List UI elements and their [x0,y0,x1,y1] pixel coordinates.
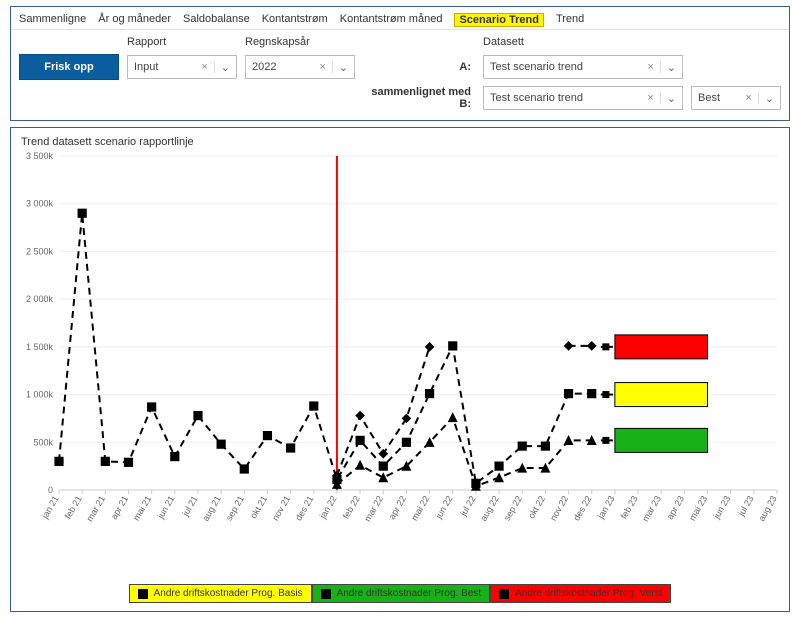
svg-text:mai 22: mai 22 [409,494,431,522]
svg-text:jun 22: jun 22 [433,494,454,521]
rapport-label: Rapport [127,36,237,48]
dataset-b-option-select[interactable]: Best × ⌄ [691,86,781,110]
tab-trend[interactable]: Trend [556,13,584,27]
svg-text:2 000k: 2 000k [26,294,54,304]
svg-text:apr 21: apr 21 [109,494,130,521]
svg-text:des 21: des 21 [293,494,315,522]
refresh-button[interactable]: Frisk opp [19,54,119,80]
svg-text:feb 21: feb 21 [63,494,84,521]
chart-area: 0 500k 1 000k 1 500k 2 000k 2 500k 3 000k 3 500… [11,150,789,580]
svg-text:jan 22: jan 22 [317,494,338,521]
svg-text:jun 21: jun 21 [155,494,176,521]
svg-text:aug 22: aug 22 [478,494,500,523]
svg-text:mar 22: mar 22 [362,494,385,523]
regnskapsar-label: Regnskapsår [245,36,355,48]
clear-icon[interactable]: × [195,61,214,73]
chevron-down-icon[interactable]: ⌄ [661,92,682,105]
svg-text:okt 21: okt 21 [248,494,269,520]
legend-item[interactable]: Andre driftskostnader Prog. Verst [490,584,671,603]
dataset-a-value: Test scenario trend [484,61,641,73]
dataset-b-value: Test scenario trend [484,92,641,104]
svg-text:jul 23: jul 23 [736,494,756,518]
dataset-b-select[interactable]: Test scenario trend × ⌄ [483,86,683,110]
svg-text:apr 23: apr 23 [665,494,686,521]
chevron-down-icon[interactable]: ⌄ [759,92,780,105]
svg-text:des 22: des 22 [571,494,593,522]
rapport-value: Input [128,61,195,73]
chart-title: Trend datasett scenario rapportlinje [11,128,789,150]
chevron-down-icon[interactable]: ⌄ [661,61,682,74]
rapport-select[interactable]: Input × ⌄ [127,55,237,79]
trend-chart: 0 500k 1 000k 1 500k 2 000k 2 500k 3 000k 3 500… [11,150,787,530]
svg-text:apr 22: apr 22 [387,494,408,521]
dataset-a-select[interactable]: Test scenario trend × ⌄ [483,55,683,79]
chart-panel: Trend datasett scenario rapportlinje 0 50… [10,127,790,612]
legend-label: Andre driftskostnader Prog. Basis [154,588,303,599]
legend-marker-icon [138,589,148,599]
svg-text:1 000k: 1 000k [26,390,54,400]
svg-text:nov 21: nov 21 [270,494,292,522]
chevron-down-icon[interactable]: ⌄ [333,61,354,74]
svg-text:mar 21: mar 21 [84,494,107,523]
svg-text:mai 23: mai 23 [687,494,709,522]
dataset-a-label: A: [363,61,475,73]
svg-text:sep 22: sep 22 [502,494,524,522]
svg-text:1 500k: 1 500k [26,342,54,352]
dataset-b-option-value: Best [692,92,739,104]
clear-icon[interactable]: × [641,92,660,104]
clear-icon[interactable]: × [739,92,758,104]
legend-marker-icon [499,589,509,599]
svg-text:okt 22: okt 22 [526,494,547,520]
svg-text:feb 23: feb 23 [619,494,640,521]
legend-label: Andre driftskostnader Prog. Best [337,588,482,599]
svg-text:mai 21: mai 21 [131,494,153,522]
chevron-down-icon[interactable]: ⌄ [215,61,236,74]
svg-text:aug 21: aug 21 [200,494,222,523]
svg-text:jul 22: jul 22 [458,494,478,518]
svg-text:jan 21: jan 21 [39,494,60,521]
svg-text:2 500k: 2 500k [26,246,54,256]
tab-år-og-måneder[interactable]: År og måneder [98,13,171,27]
legend-label: Andre driftskostnader Prog. Verst [515,588,662,599]
svg-text:500k: 500k [33,437,53,447]
svg-text:jan 23: jan 23 [595,494,616,521]
chart-legend: Andre driftskostnader Prog. Basis Andre d… [11,580,789,611]
svg-text:feb 22: feb 22 [341,494,362,521]
svg-text:3 000k: 3 000k [26,199,54,209]
svg-text:mar 23: mar 23 [640,494,663,523]
regnskapsar-select[interactable]: 2022 × ⌄ [245,55,355,79]
controls-panel: Sammenligne År og måneder Saldobalanse Kont… [10,6,790,121]
svg-text:nov 22: nov 22 [548,494,570,522]
dataset-b-label: sammenlignet med B: [363,86,475,110]
svg-text:jul 21: jul 21 [180,494,200,518]
datasett-label: Datasett [483,36,683,48]
tab-saldobalanse[interactable]: Saldobalanse [183,13,250,27]
controls-grid: Rapport Regnskapsår Datasett Frisk opp I… [11,30,789,120]
regnskapsar-value: 2022 [246,61,313,73]
svg-text:sep 21: sep 21 [224,494,246,522]
clear-icon[interactable]: × [313,61,332,73]
tab-scenario-trend[interactable]: Scenario Trend [454,13,543,27]
svg-text:jun 23: jun 23 [711,494,732,521]
legend-marker-icon [321,589,331,599]
clear-icon[interactable]: × [641,61,660,73]
tab-kontantstrøm-måned[interactable]: Kontantstrøm måned [340,13,443,27]
legend-item[interactable]: Andre driftskostnader Prog. Best [312,584,491,603]
tabs-bar: Sammenligne År og måneder Saldobalanse Kont… [11,7,789,30]
svg-text:3 500k: 3 500k [26,151,54,161]
legend-item[interactable]: Andre driftskostnader Prog. Basis [129,584,312,603]
tab-kontantstrøm[interactable]: Kontantstrøm [262,13,328,27]
svg-text:0: 0 [48,485,53,495]
svg-text:aug 23: aug 23 [756,494,778,523]
tab-sammenligne[interactable]: Sammenligne [19,13,86,27]
